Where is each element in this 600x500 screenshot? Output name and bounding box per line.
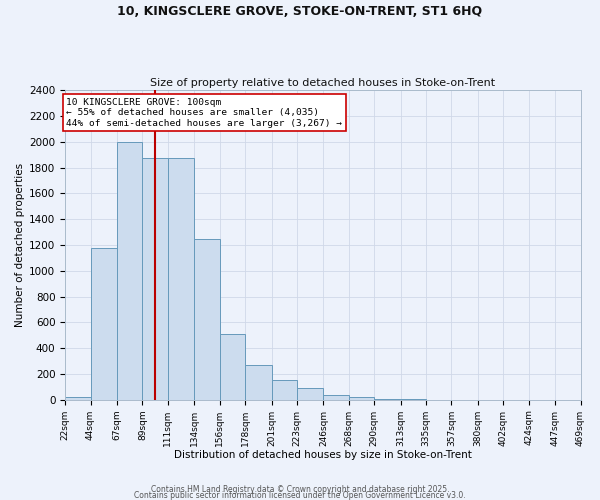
Bar [245,365,272,400]
Text: 10 KINGSCLERE GROVE: 100sqm
← 55% of detached houses are smaller (4,035)
44% of : 10 KINGSCLERE GROVE: 100sqm ← 55% of det… [66,98,342,128]
Title: Size of property relative to detached houses in Stoke-on-Trent: Size of property relative to detached ho… [150,78,496,88]
Bar [220,334,245,400]
Bar [168,158,194,400]
Bar [323,394,349,400]
Bar [117,142,142,400]
X-axis label: Distribution of detached houses by size in Stoke-on-Trent: Distribution of detached houses by size … [174,450,472,460]
Y-axis label: Number of detached properties: Number of detached properties [15,163,25,327]
Bar [194,238,220,400]
Bar [374,399,401,400]
Bar [272,380,297,400]
Text: 10, KINGSCLERE GROVE, STOKE-ON-TRENT, ST1 6HQ: 10, KINGSCLERE GROVE, STOKE-ON-TRENT, ST… [118,5,482,18]
Bar [91,248,117,400]
Bar [142,158,168,400]
Bar [349,397,374,400]
Text: Contains HM Land Registry data © Crown copyright and database right 2025.: Contains HM Land Registry data © Crown c… [151,484,449,494]
Bar [65,396,91,400]
Bar [297,388,323,400]
Text: Contains public sector information licensed under the Open Government Licence v3: Contains public sector information licen… [134,490,466,500]
